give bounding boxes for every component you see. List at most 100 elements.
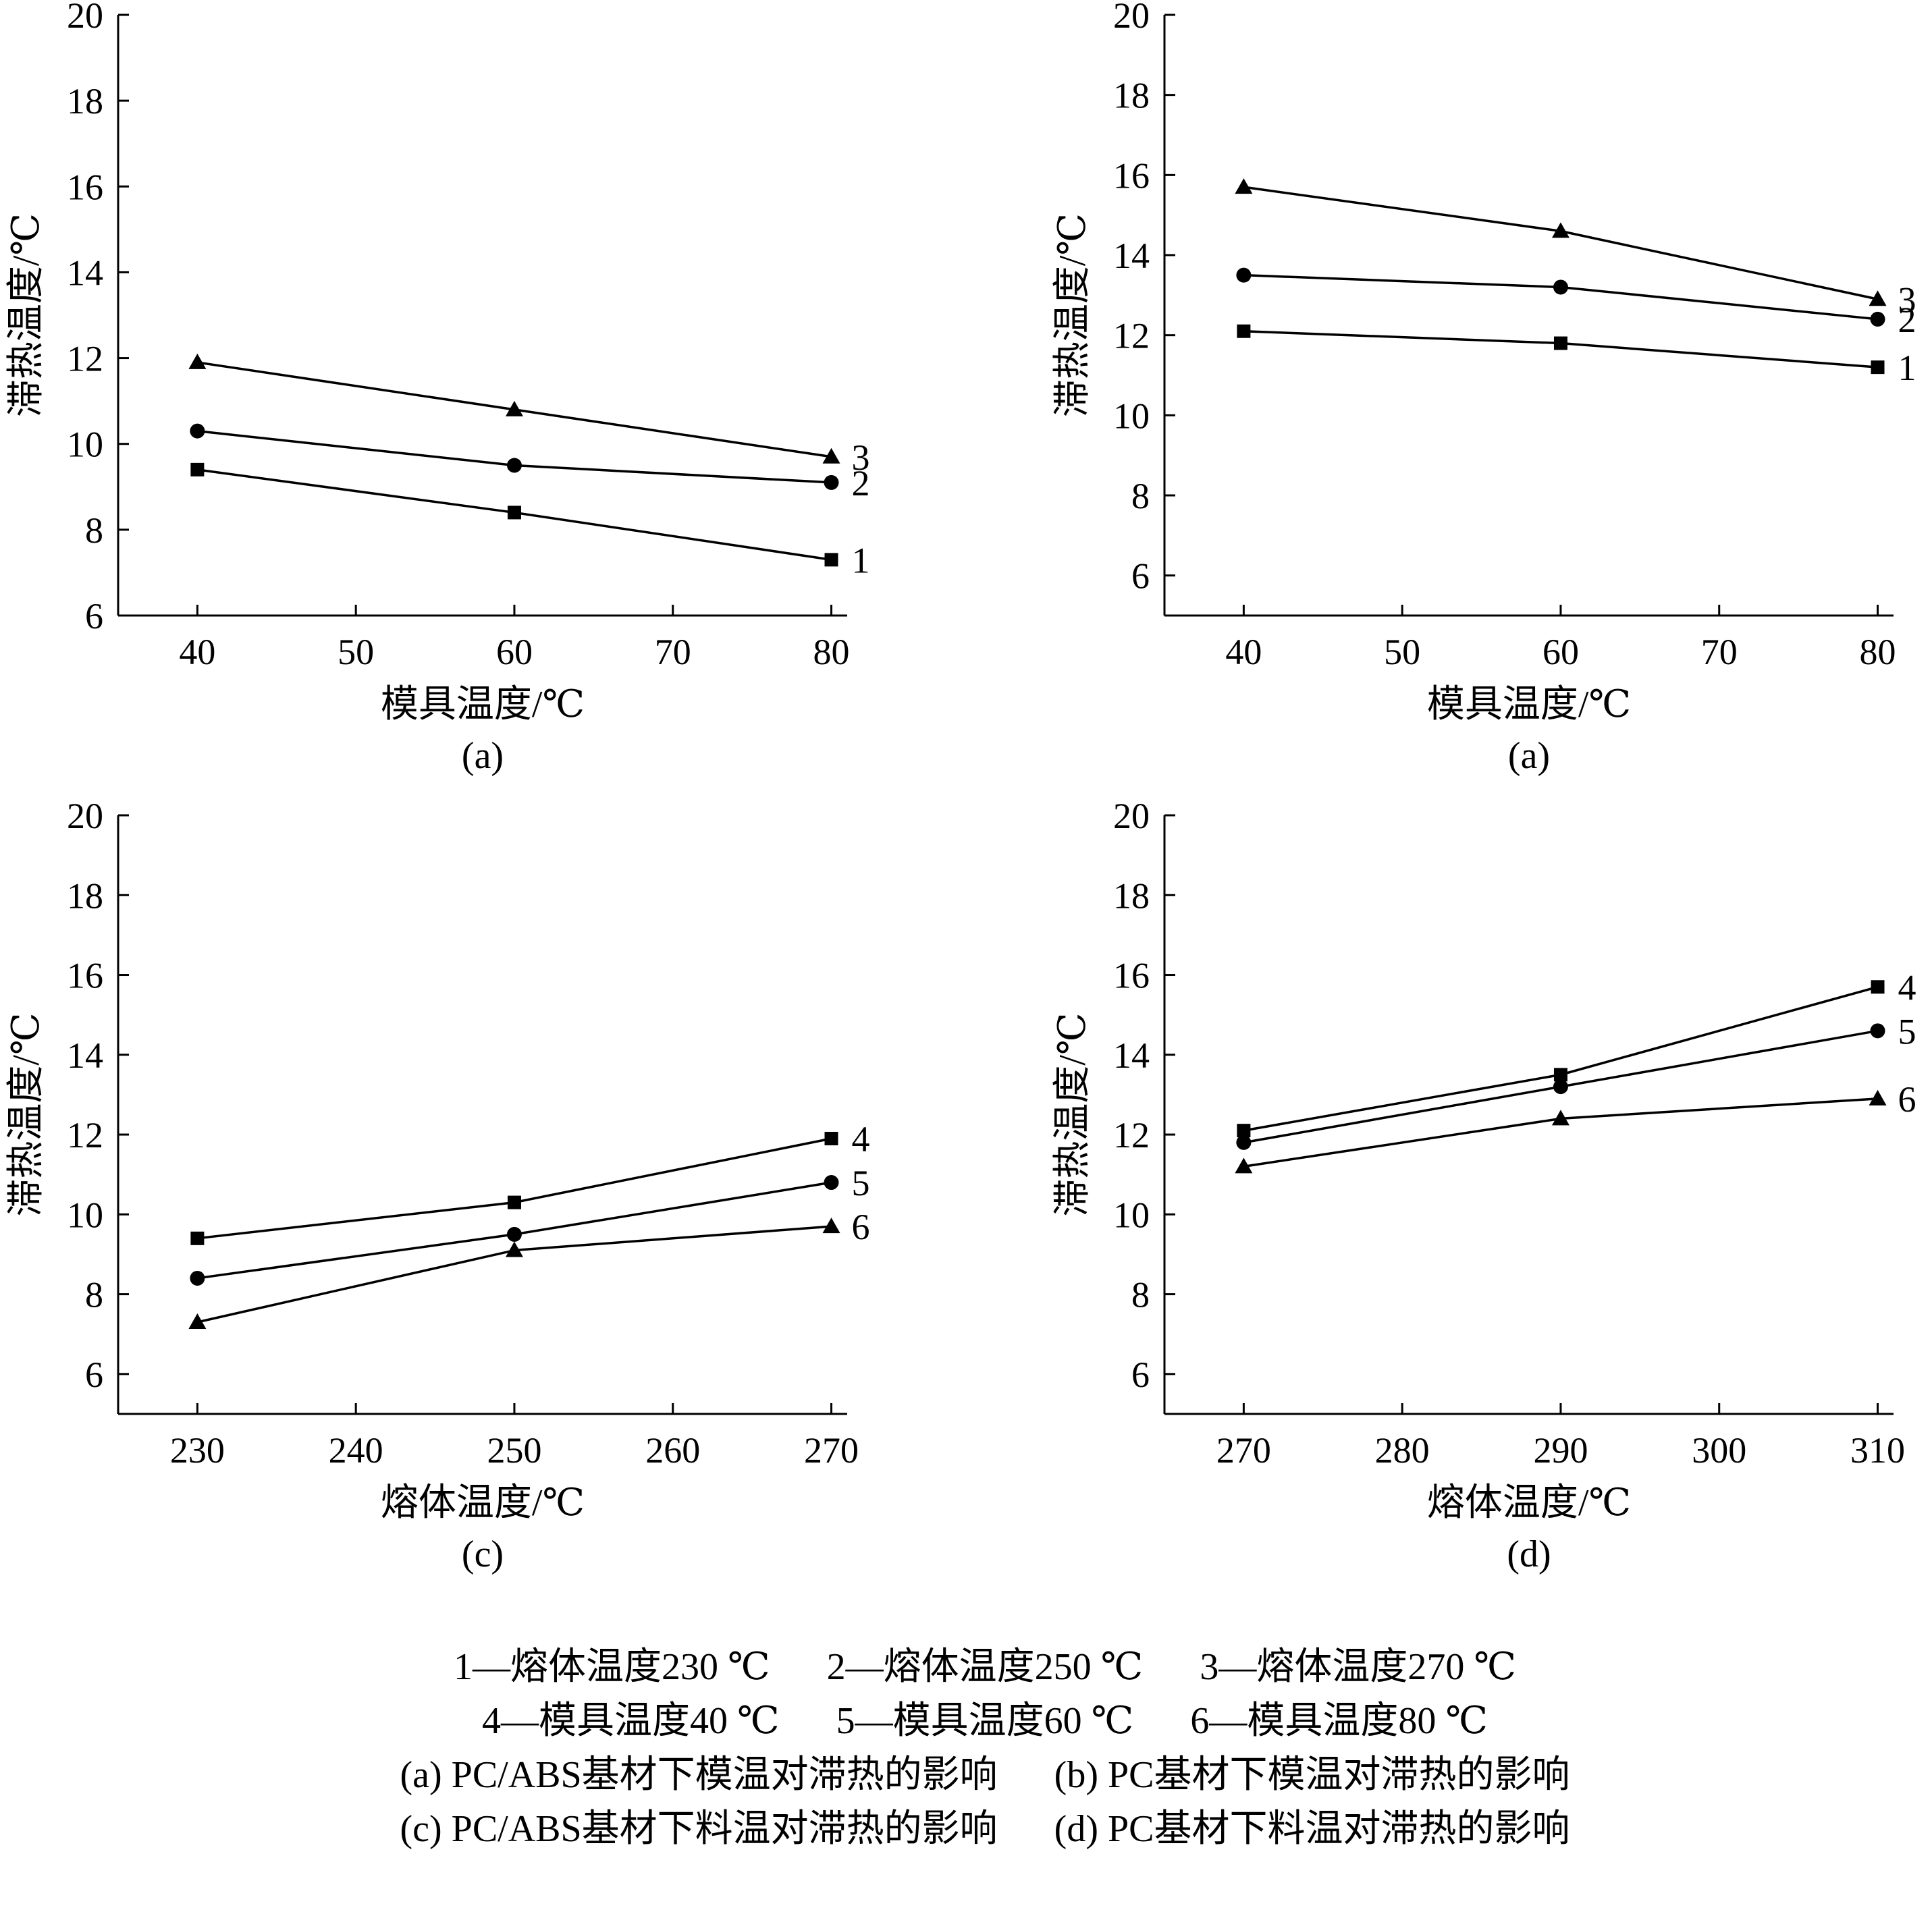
series-line xyxy=(197,1137,832,1240)
data-point-circle xyxy=(506,1226,522,1242)
series-line xyxy=(197,429,832,484)
series-label: 5 xyxy=(852,1163,870,1203)
y-tick-label: 18 xyxy=(1113,875,1150,916)
data-point-triangle xyxy=(1869,1089,1887,1106)
data-point-triangle xyxy=(188,1313,207,1329)
y-tick-label: 20 xyxy=(1113,0,1150,36)
series-6: 6 xyxy=(188,1207,870,1329)
series-4: 4 xyxy=(1237,967,1916,1138)
y-tick-label: 10 xyxy=(1113,1195,1150,1235)
data-point-circle xyxy=(824,1175,839,1191)
legend-entry-3: 3—熔体温度270 ℃ xyxy=(1200,1646,1516,1688)
y-tick-label: 6 xyxy=(1131,1355,1150,1395)
data-point-circle xyxy=(1236,267,1252,283)
series-label: 4 xyxy=(852,1119,870,1159)
data-point-square xyxy=(824,553,838,567)
chart-panel-4: 6 8 10 12 14 16 18 20 270 280 290 300 310 熔体温度/℃ 滞热温度/… xyxy=(1052,796,1916,1575)
legend-entry-1: 1—熔体温度230 ℃ xyxy=(454,1646,770,1688)
data-point-triangle xyxy=(1235,178,1253,194)
y-tick-label: 16 xyxy=(67,167,103,207)
series-label: 5 xyxy=(1898,1011,1916,1052)
y-tick-label: 10 xyxy=(67,1195,103,1235)
data-point-triangle xyxy=(1869,290,1887,306)
y-tick-label: 18 xyxy=(67,81,103,121)
y-tick-label: 18 xyxy=(67,875,103,916)
data-point-circle xyxy=(190,423,205,439)
data-point-triangle xyxy=(1551,1110,1569,1126)
y-tick-label: 16 xyxy=(1113,956,1150,996)
x-tick-label: 270 xyxy=(804,1430,859,1471)
series-label: 6 xyxy=(852,1207,870,1247)
data-point-circle xyxy=(1870,1023,1885,1039)
x-tick-label: 50 xyxy=(1384,632,1420,672)
data-point-square xyxy=(824,1131,838,1145)
x-tick-label: 280 xyxy=(1375,1430,1430,1471)
data-point-circle xyxy=(1870,311,1885,327)
panel-label: (c) xyxy=(462,1533,504,1575)
x-tick-label: 260 xyxy=(645,1430,700,1471)
data-point-square xyxy=(1553,1068,1567,1082)
x-tick-label: 50 xyxy=(338,632,374,672)
panel-label: (a) xyxy=(462,735,504,777)
data-point-triangle xyxy=(188,353,207,369)
series-2: 2 xyxy=(190,423,870,503)
x-tick-label: 80 xyxy=(813,632,850,672)
panel-label: (d) xyxy=(1507,1533,1551,1575)
data-point-square xyxy=(1237,324,1251,338)
caption-desc-b: (b) PC基材下模温对滞热的影响 xyxy=(1054,1754,1570,1796)
data-point-square xyxy=(1871,360,1885,375)
data-point-triangle xyxy=(822,1218,840,1234)
x-tick-label: 250 xyxy=(487,1430,541,1471)
y-axis-title: 滞热温度/℃ xyxy=(5,213,47,417)
data-point-circle xyxy=(190,1270,205,1286)
series-2: 2 xyxy=(1236,267,1916,340)
y-tick-label: 8 xyxy=(1131,476,1150,516)
y-tick-label: 18 xyxy=(1113,76,1150,116)
x-axis-title: 熔体温度/℃ xyxy=(381,1482,585,1524)
series-label: 3 xyxy=(852,437,870,478)
series-5: 5 xyxy=(1236,1011,1916,1150)
series-line xyxy=(1243,985,1878,1132)
x-axis-title: 熔体温度/℃ xyxy=(1427,1482,1631,1524)
series-3: 3 xyxy=(188,353,870,478)
y-axis-title: 滞热温度/℃ xyxy=(1052,1012,1094,1216)
y-axis-title: 滞热温度/℃ xyxy=(1052,213,1094,417)
data-point-square xyxy=(190,462,205,476)
legend-entry-5: 5—模具温度60 ℃ xyxy=(836,1700,1134,1742)
x-tick-label: 300 xyxy=(1692,1430,1746,1471)
y-tick-label: 6 xyxy=(85,596,103,636)
series-line xyxy=(1243,1097,1878,1168)
x-tick-label: 70 xyxy=(655,632,691,672)
data-point-square xyxy=(1871,980,1885,994)
data-point-triangle xyxy=(822,447,840,464)
series-4: 4 xyxy=(190,1119,870,1245)
caption-desc-c: (c) PC/ABS基材下料温对滞热的影响 xyxy=(400,1808,998,1850)
y-tick-label: 8 xyxy=(85,510,103,551)
x-tick-label: 60 xyxy=(1542,632,1579,672)
data-point-circle xyxy=(1236,1135,1252,1150)
x-tick-label: 80 xyxy=(1860,632,1896,672)
chart-panel-3: 6 8 10 12 14 16 18 20 230 240 250 260 270 熔体温度/℃ 滞热温度/… xyxy=(5,796,870,1575)
series-label: 2 xyxy=(852,463,870,503)
y-tick-label: 20 xyxy=(1113,796,1150,836)
series-label: 1 xyxy=(1898,348,1916,388)
legend-entry-6: 6—模具温度80 ℃ xyxy=(1190,1700,1488,1742)
y-axis-title: 滞热温度/℃ xyxy=(5,1012,47,1216)
series-3: 3 xyxy=(1235,178,1916,320)
y-tick-label: 6 xyxy=(85,1355,103,1395)
x-tick-label: 310 xyxy=(1850,1430,1905,1471)
caption-desc-a: (a) PC/ABS基材下模温对滞热的影响 xyxy=(400,1754,998,1796)
legend-entry-2: 2—熔体温度250 ℃ xyxy=(826,1646,1144,1688)
x-axis-title: 模具温度/℃ xyxy=(381,684,585,726)
figure-caption: 1—熔体温度230 ℃ 2—熔体温度250 ℃ 3—熔体温度270 ℃ 4—模具温度… xyxy=(0,1586,1932,1850)
x-tick-label: 230 xyxy=(170,1430,225,1471)
y-tick-label: 14 xyxy=(1113,1035,1150,1076)
y-tick-label: 14 xyxy=(67,252,103,293)
y-tick-label: 16 xyxy=(1113,155,1150,196)
series-label: 6 xyxy=(1898,1079,1916,1120)
y-tick-label: 12 xyxy=(67,1115,103,1155)
y-tick-label: 12 xyxy=(1113,1115,1150,1155)
series-label: 1 xyxy=(852,540,870,580)
caption-desc-d: (d) PC基材下料温对滞热的影响 xyxy=(1054,1808,1570,1850)
